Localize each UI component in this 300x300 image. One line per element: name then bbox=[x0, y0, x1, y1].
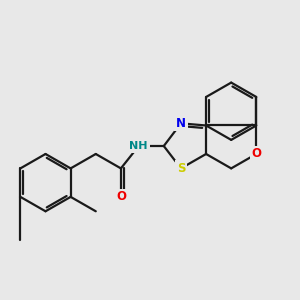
Text: O: O bbox=[116, 190, 126, 203]
Text: O: O bbox=[251, 148, 261, 160]
Text: S: S bbox=[177, 162, 185, 175]
Text: NH: NH bbox=[129, 141, 148, 151]
Text: N: N bbox=[176, 117, 186, 130]
